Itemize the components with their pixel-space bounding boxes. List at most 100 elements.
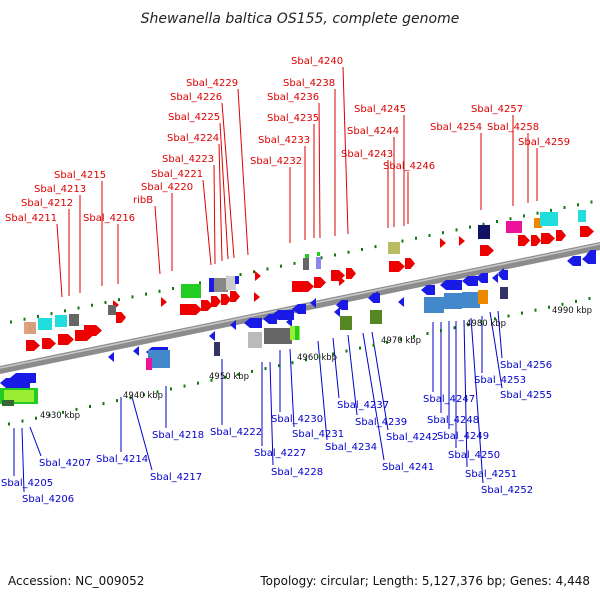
track-dot (104, 300, 107, 304)
leader-line-sbal-4224 (218, 143, 223, 262)
leader-line-sbal-4236 (318, 102, 321, 239)
track-dot (332, 352, 334, 356)
track-dot (494, 317, 496, 321)
gene-label-sbal-4241: Sbal_4241 (382, 462, 434, 473)
forward-gene-arrow (84, 325, 102, 336)
track-dot (143, 393, 145, 397)
scale-tick-label: 4970 kbp (381, 336, 421, 346)
track-dot (91, 303, 93, 307)
accession-text: Accession: NC_009052 (8, 574, 145, 588)
feature-box (146, 358, 152, 370)
forward-gene-arrow (405, 258, 415, 269)
forward-gene-arrow (26, 340, 40, 351)
forward-gene-arrow (346, 268, 356, 279)
track-dot (197, 381, 199, 385)
track-dot (116, 399, 118, 403)
gene-label-sbal-4258: Sbal_4258 (487, 122, 539, 133)
reverse-gene-arrow (292, 304, 306, 314)
gene-label-sbal-4222: Sbal_4222 (210, 427, 262, 438)
gene-labels: Sbal_4211 Sbal_4212 Sbal_4213 Sbal_4215 Sbal… (1, 56, 570, 505)
gene-label-sbal-4205: Sbal_4205 (1, 478, 53, 489)
gene-label-sbal-4237: Sbal_4237 (337, 400, 389, 411)
gene-label-sbal-4244: Sbal_4244 (347, 126, 399, 137)
track-dot (482, 222, 485, 226)
track-dot (237, 372, 240, 376)
feature-box (214, 342, 220, 356)
forward-gene-arrow (58, 334, 74, 345)
forward-gene-arrow (116, 312, 126, 323)
track-dot (251, 369, 253, 373)
track-dot (509, 217, 512, 221)
track-dot (496, 220, 498, 224)
track-dot (399, 337, 402, 341)
gene-label-sbal-4225: Sbal_4225 (168, 112, 220, 123)
track-dot (345, 349, 348, 353)
gene-label-sbal-4253: Sbal_4253 (474, 375, 526, 386)
track-dot (318, 355, 321, 359)
gene-label-sbal-4240: Sbal_4240 (291, 56, 343, 67)
track-dot (575, 299, 577, 303)
gene-label-sbal-4228: Sbal_4228 (271, 467, 323, 478)
feature-box (424, 297, 444, 313)
reverse-gene-arrow (476, 273, 488, 283)
gene-label-sbal-4212: Sbal_4212 (21, 198, 73, 209)
reverse-gene-arrow (263, 314, 277, 324)
track-dot (359, 346, 361, 350)
reverse-gene-arrow (421, 285, 435, 295)
track-dot (453, 326, 456, 330)
track-dot (320, 256, 323, 260)
scale-tick-label: 4990 kbp (552, 306, 592, 316)
gene-label-sbal-4218: Sbal_4218 (152, 430, 204, 441)
gene-label-sbal-4207: Sbal_4207 (39, 458, 91, 469)
gene-label-sbal-4229: Sbal_4229 (186, 78, 238, 89)
feature-box (69, 314, 79, 326)
track-dot (145, 292, 147, 296)
track-dots (8, 200, 593, 426)
track-dot (548, 305, 550, 309)
leader-line-sbal-4211 (56, 223, 63, 298)
forward-gene-arrow (42, 338, 56, 349)
track-dot (563, 206, 566, 210)
feature-box (148, 350, 170, 368)
forward-gene-arrow (161, 297, 167, 307)
leader-line-sbal-4231 (289, 348, 295, 428)
gene-label-sbal-4220: Sbal_4220 (141, 182, 193, 193)
gene-label-sbal-4216: Sbal_4216 (83, 213, 135, 224)
leader-line-sbal-4242 (371, 331, 389, 431)
feature-box (340, 316, 352, 330)
feature-box (534, 218, 542, 228)
track-dot (534, 308, 537, 312)
gene-label-sbal-4259: Sbal_4259 (518, 137, 570, 148)
scale-ticks: 4930 kbp 4940 kbp 4950 kbp 4960 kbp 4970 kbp… (40, 306, 592, 421)
feature-box (305, 254, 309, 258)
feature-box (181, 284, 201, 298)
gene-label-ribb: ribB (133, 195, 153, 206)
track-dot (278, 364, 280, 368)
gene-label-sbal-4248: Sbal_4248 (427, 415, 479, 426)
feature-box (235, 276, 239, 284)
gene-label-sbal-4242: Sbal_4242 (386, 432, 438, 443)
leader-line-sbal-4225 (219, 122, 229, 260)
gene-features (0, 210, 596, 406)
gene-label-sbal-4232: Sbal_4232 (250, 156, 302, 167)
feature-box (248, 332, 262, 348)
track-dot (118, 298, 120, 302)
reverse-gene-arrow (230, 320, 236, 330)
gene-label-sbal-4256: Sbal_4256 (500, 360, 552, 371)
gene-label-sbal-4234: Sbal_4234 (325, 442, 377, 453)
leader-line-sbal-4240 (342, 66, 349, 235)
feature-box (38, 318, 52, 330)
leader-line-sbal-4229 (237, 88, 249, 256)
track-dot (415, 236, 417, 240)
track-dot (75, 407, 78, 411)
feature-box (500, 287, 508, 299)
track-dot (550, 208, 552, 212)
track-dot (50, 312, 53, 316)
reverse-gene-arrow (336, 300, 348, 310)
track-dot (156, 390, 159, 394)
feature-box (578, 210, 586, 222)
forward-gene-arrow (201, 300, 213, 311)
gene-label-sbal-4251: Sbal_4251 (465, 469, 517, 480)
forward-gene-arrow (389, 261, 405, 272)
gene-label-sbal-4254: Sbal_4254 (430, 122, 482, 133)
